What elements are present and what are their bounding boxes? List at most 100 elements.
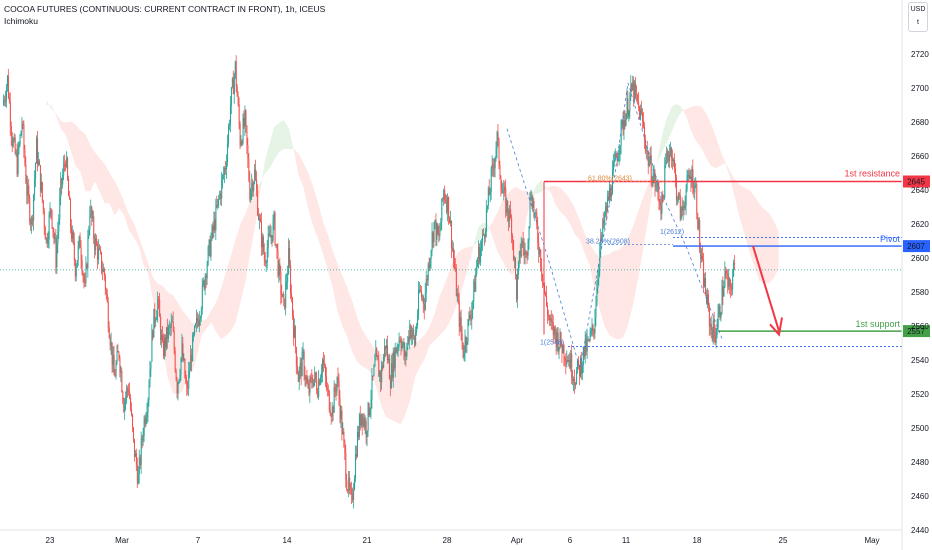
candle (475, 267, 477, 293)
candle-body (288, 248, 290, 274)
candle-body (516, 274, 518, 300)
y-tick-label: 2600 (911, 254, 929, 263)
candle-body (293, 326, 295, 338)
candle (147, 397, 149, 423)
candle-body (292, 297, 294, 316)
candle-body (329, 410, 331, 415)
candle (390, 355, 392, 390)
candle (156, 310, 158, 321)
candle-body (474, 281, 476, 292)
candle-body (670, 147, 672, 154)
cloud-segment (293, 148, 299, 176)
candle-body (451, 220, 453, 249)
candle-body (94, 238, 96, 250)
candle (192, 332, 194, 362)
candle (501, 180, 503, 194)
candle-body (541, 266, 543, 275)
candle (277, 243, 279, 278)
candle (648, 155, 650, 168)
candle (536, 208, 538, 230)
cloud-segment (80, 130, 86, 192)
candle (127, 385, 129, 398)
cloud-segment (618, 245, 624, 340)
candle-body (597, 278, 599, 289)
candle (567, 355, 569, 362)
candle (236, 84, 238, 97)
indicator-label[interactable]: Ichimoku (4, 16, 39, 26)
cloud-segment (415, 339, 420, 377)
candle (50, 207, 52, 220)
currency-label: USD (910, 6, 926, 13)
candle (288, 238, 290, 275)
candle-body (20, 131, 22, 136)
candle-body (70, 226, 72, 239)
candle-body (431, 232, 433, 251)
candle (321, 363, 323, 383)
candle-body (398, 339, 400, 347)
candle (25, 156, 27, 185)
candle (424, 283, 426, 312)
candle (282, 293, 284, 298)
candle (656, 180, 658, 193)
candle (13, 133, 15, 143)
candle (688, 167, 690, 183)
candle (593, 328, 595, 340)
candle-body (527, 241, 529, 256)
candle-body (573, 379, 575, 382)
candle (461, 325, 463, 350)
candle-body (633, 80, 635, 101)
candle-body (230, 87, 232, 106)
candle (551, 313, 553, 331)
candle (698, 217, 700, 231)
candle (286, 272, 288, 290)
cloud-segment (138, 237, 144, 266)
candle (404, 342, 406, 365)
candle-body (441, 198, 443, 222)
candle (619, 145, 621, 162)
candle-body (240, 141, 242, 146)
candle (345, 444, 347, 488)
currency-selector[interactable]: USD t (908, 2, 928, 32)
candle (193, 331, 195, 342)
candle (472, 300, 474, 319)
x-tick-label: 28 (443, 536, 452, 545)
candle (654, 169, 656, 197)
candle-body (163, 340, 165, 356)
candle (68, 175, 70, 197)
candle-body (390, 363, 392, 389)
candle (673, 157, 675, 167)
candle (710, 315, 712, 339)
y-tick-label: 2480 (911, 458, 929, 467)
candle (683, 201, 685, 216)
candle-body (196, 317, 198, 324)
candle-body (305, 377, 307, 380)
candle (432, 231, 434, 249)
candle-body (645, 150, 647, 152)
cloud-segment (657, 134, 663, 163)
cloud-segment (536, 180, 542, 194)
candle-body (550, 318, 552, 322)
candle (637, 94, 639, 105)
candle-body (545, 292, 547, 296)
candle (595, 295, 597, 327)
candle-body (630, 83, 632, 96)
candle (242, 113, 244, 146)
candle-body (54, 238, 56, 240)
candle-body (39, 165, 41, 192)
candle (304, 366, 306, 387)
candle (93, 210, 95, 244)
candle (247, 137, 249, 168)
candle (21, 117, 23, 139)
candle-body (727, 274, 729, 288)
support-price-tag (903, 325, 930, 338)
candle-body (339, 397, 341, 420)
candle (684, 195, 686, 211)
candle (56, 235, 58, 274)
candle (498, 137, 500, 170)
candle-body (434, 219, 436, 222)
candle (730, 279, 732, 299)
candle (292, 296, 294, 320)
candle-body (686, 175, 688, 190)
candle-body (515, 258, 517, 275)
